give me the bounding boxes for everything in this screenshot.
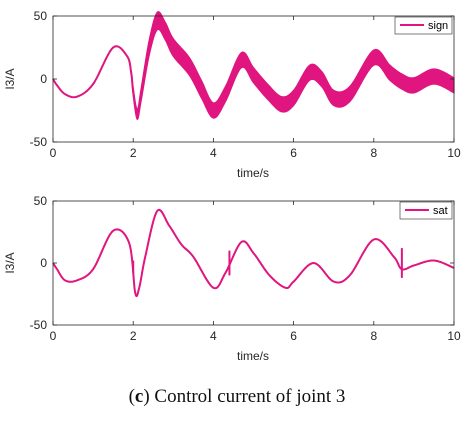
y-tick-label: 0 bbox=[40, 72, 47, 86]
x-tick-label: 4 bbox=[210, 329, 217, 343]
x-tick-label: 8 bbox=[370, 329, 377, 343]
caption-letter: c bbox=[134, 386, 144, 407]
y-axis-label: I3/A bbox=[3, 252, 17, 273]
caption-open-paren: ( bbox=[128, 386, 135, 407]
series-line-sat bbox=[52, 208, 455, 298]
x-tick-label: 2 bbox=[130, 329, 137, 343]
x-tick-label: 0 bbox=[50, 146, 57, 160]
x-tick-label: 4 bbox=[210, 146, 217, 160]
y-tick-label: -50 bbox=[30, 135, 48, 149]
x-tick-label: 6 bbox=[290, 146, 297, 160]
legend: sat bbox=[399, 201, 453, 220]
y-tick-label: 50 bbox=[34, 194, 48, 208]
figure-caption: (c) Control current of joint 3 bbox=[0, 386, 474, 408]
x-axis-label: time/s bbox=[237, 166, 269, 180]
y-axis-label: I3/A bbox=[3, 68, 17, 89]
x-axis-label: time/s bbox=[237, 349, 269, 363]
x-tick-label: 0 bbox=[50, 329, 57, 343]
series-line-sign bbox=[52, 19, 455, 116]
legend-label-sign: sign bbox=[428, 20, 448, 32]
y-tick-label: -50 bbox=[30, 318, 48, 332]
x-tick-label: 10 bbox=[447, 329, 461, 343]
series-sat bbox=[52, 208, 455, 298]
legend: sign bbox=[394, 16, 453, 35]
x-tick-label: 10 bbox=[447, 146, 461, 160]
x-tick-label: 2 bbox=[130, 146, 137, 160]
x-tick-label: 8 bbox=[370, 146, 377, 160]
legend-label-sat: sat bbox=[433, 205, 448, 217]
y-tick-label: 0 bbox=[40, 256, 47, 270]
caption-text: ) Control current of joint 3 bbox=[143, 386, 346, 407]
y-tick-label: 50 bbox=[34, 9, 48, 23]
plot-area bbox=[53, 201, 454, 325]
x-tick-label: 6 bbox=[290, 329, 297, 343]
